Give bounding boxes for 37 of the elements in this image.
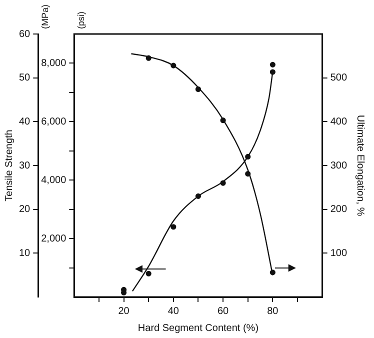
y2-tick-label: 30 <box>19 160 31 172</box>
y3-tick-label: 500 <box>330 72 348 84</box>
text: (MPa) <box>40 4 50 29</box>
y2-tick-label: 20 <box>19 204 31 216</box>
y3-tick-label: 400 <box>330 116 348 128</box>
point <box>270 270 276 276</box>
y-tick-label: 4,000 <box>41 174 67 186</box>
y3-tick-label: 200 <box>330 204 348 216</box>
y-tick-label: 6,000 <box>41 116 67 128</box>
x-tick-label: 60 <box>217 306 230 317</box>
point <box>220 118 226 124</box>
x-tick-label: 40 <box>168 306 180 317</box>
y2-tick-label: 50 <box>19 72 31 84</box>
y2-tick-label: 60 <box>19 28 31 40</box>
y2-tick-label: 40 <box>19 116 31 128</box>
y3-tick-label: 300 <box>330 160 348 172</box>
point <box>170 62 176 68</box>
x-tick-label: 20 <box>118 306 130 317</box>
y3-tick-label: 100 <box>330 248 348 259</box>
y-tick-label: 8,000 <box>41 58 67 69</box>
point <box>270 69 276 75</box>
text: (psi) <box>76 12 86 29</box>
x-tick-label: 80 <box>267 306 279 317</box>
point <box>195 86 202 92</box>
point <box>195 193 202 199</box>
point <box>146 55 152 61</box>
point <box>170 224 176 230</box>
y3-axis-title: Ultimate Elongation, % <box>354 114 366 216</box>
point <box>220 180 226 186</box>
point <box>245 171 251 177</box>
point <box>245 154 251 160</box>
y-tick-label: 2,000 <box>41 233 67 244</box>
y2-tick-label: 10 <box>19 248 31 259</box>
y2-axis-title: Tensile Strength <box>4 130 15 202</box>
x-axis-title: Hard Segment Content (%) <box>138 322 259 334</box>
point <box>146 270 152 276</box>
point <box>270 62 276 68</box>
